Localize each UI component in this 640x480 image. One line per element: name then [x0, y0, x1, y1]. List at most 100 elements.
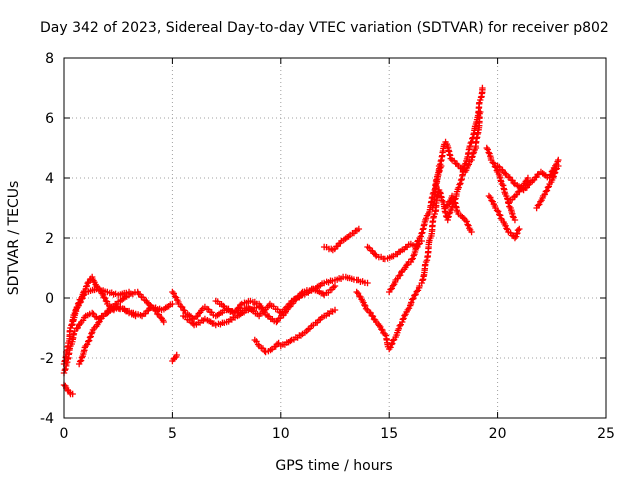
- data-point: [273, 318, 280, 326]
- data-point: [388, 285, 396, 292]
- data-point: [389, 282, 397, 289]
- data-point: [353, 288, 360, 296]
- data-point: [387, 344, 394, 351]
- data-point: [496, 211, 503, 218]
- data-point: [362, 302, 369, 310]
- data-point: [395, 325, 403, 332]
- data-point: [285, 304, 292, 311]
- series-arc-mid-3: [180, 303, 263, 329]
- series-arc-late-8: [442, 192, 475, 236]
- series-arc-mid-1: [169, 351, 180, 365]
- data-point: [408, 256, 416, 263]
- data-point: [444, 201, 452, 208]
- data-point: [487, 194, 494, 201]
- data-point: [160, 318, 167, 326]
- data-point: [485, 149, 492, 156]
- data-point: [170, 290, 177, 297]
- data-point: [331, 306, 339, 314]
- data-point: [234, 305, 242, 312]
- y-tick-label: 6: [45, 111, 54, 127]
- series-arc-early-5: [67, 285, 133, 332]
- y-tick-label: 8: [45, 51, 54, 67]
- data-point: [550, 173, 557, 180]
- data-point: [379, 326, 386, 334]
- data-point: [125, 288, 133, 296]
- data-point: [401, 312, 408, 319]
- data-point: [376, 322, 383, 329]
- data-point: [88, 330, 95, 337]
- series-arc-mid-4: [212, 282, 339, 326]
- x-tick-label: 5: [168, 426, 177, 442]
- data-point: [364, 279, 371, 287]
- data-point: [410, 295, 417, 302]
- series-arc-mid-5: [251, 336, 282, 356]
- data-point: [447, 155, 454, 162]
- data-point: [395, 272, 403, 280]
- data-point: [522, 178, 529, 185]
- data-point: [411, 292, 418, 299]
- data-point: [465, 161, 473, 168]
- data-point: [389, 337, 397, 344]
- series-arc-late-12: [505, 174, 532, 206]
- data-point: [541, 191, 548, 198]
- data-point: [468, 228, 475, 236]
- data-point: [413, 288, 420, 295]
- data-point: [79, 294, 86, 302]
- data-point: [503, 225, 510, 232]
- data-point: [455, 184, 462, 191]
- y-tick-label: -4: [40, 411, 54, 427]
- tick-layer: 0 5 10 15 20 25 -4 -2 0 2 4 6 8: [40, 51, 615, 442]
- data-point: [552, 166, 560, 173]
- x-tick-label: 20: [489, 426, 507, 442]
- data-point: [287, 337, 294, 345]
- data-point: [151, 306, 159, 314]
- data-point: [510, 179, 517, 187]
- data-point: [389, 340, 396, 347]
- data-point: [514, 188, 522, 196]
- data-point: [77, 298, 85, 306]
- data-point: [534, 202, 542, 209]
- data-point: [506, 203, 513, 210]
- data-point: [88, 309, 96, 317]
- data-point: [319, 290, 327, 297]
- y-tick-label: 4: [45, 171, 54, 187]
- x-axis-label: GPS time / hours: [275, 458, 392, 474]
- data-point: [378, 326, 385, 333]
- y-tick-label: -2: [40, 351, 54, 367]
- data-point: [77, 357, 85, 364]
- data-point: [169, 288, 176, 296]
- data-point: [399, 316, 407, 323]
- data-point: [82, 283, 90, 290]
- data-point: [543, 187, 551, 194]
- data-point: [466, 142, 474, 150]
- data-point: [549, 174, 557, 181]
- data-point: [220, 302, 227, 310]
- data-point: [101, 294, 109, 302]
- data-point: [157, 313, 164, 321]
- data-point: [76, 358, 84, 365]
- data-point: [80, 292, 87, 299]
- data-point: [354, 290, 362, 297]
- data-point: [177, 303, 184, 310]
- data-point: [152, 307, 160, 315]
- data-point: [485, 192, 493, 200]
- x-tick-label: 25: [597, 426, 615, 442]
- data-point: [490, 160, 498, 167]
- series-arc-late-5: [407, 162, 445, 266]
- data-point: [516, 225, 523, 233]
- data-point: [78, 295, 86, 303]
- data-point: [75, 322, 83, 329]
- series-arc-late-1: [320, 225, 363, 254]
- data-point: [497, 215, 505, 222]
- y-tick-label: 2: [45, 231, 54, 247]
- data-point: [551, 170, 558, 177]
- data-point: [388, 341, 395, 348]
- data-point: [494, 208, 502, 215]
- data-point: [497, 212, 504, 219]
- data-point: [450, 196, 458, 203]
- x-tick-label: 0: [60, 426, 69, 442]
- data-point: [79, 317, 87, 324]
- data-point: [169, 300, 176, 308]
- data-point: [555, 162, 562, 170]
- data-point: [456, 181, 463, 188]
